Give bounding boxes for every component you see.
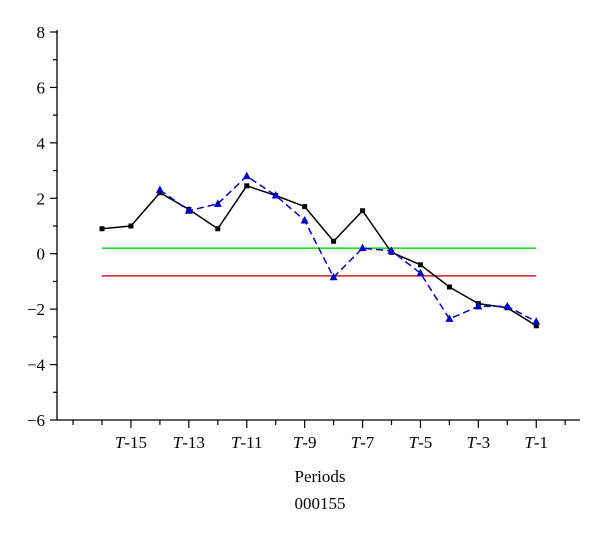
x-axis-title: Periods	[295, 467, 346, 486]
series-1-point	[99, 226, 105, 232]
x-tick-label: T-9	[293, 433, 317, 452]
series-2-line	[159, 175, 537, 323]
chart-subtitle: 000155	[295, 494, 346, 513]
series-2-point	[242, 171, 251, 180]
y-tick-label: 6	[37, 78, 46, 97]
series-2-point	[387, 246, 396, 254]
y-tick-label: 2	[37, 189, 46, 208]
series-2-point	[155, 185, 164, 193]
series-1-point	[128, 223, 134, 229]
y-tick-label: −4	[27, 356, 46, 375]
x-tick-label: T-11	[231, 433, 263, 452]
y-tick-label: 8	[37, 23, 46, 42]
series-1-point	[360, 208, 366, 214]
x-tick-label: T-13	[173, 433, 205, 452]
y-tick-label: −6	[27, 411, 45, 430]
x-tick-label: T-1	[524, 433, 548, 452]
series-1-point	[533, 323, 539, 329]
series-2-point	[271, 191, 280, 199]
series-2-point	[416, 268, 425, 277]
x-tick-label: T-7	[351, 433, 375, 452]
series-1-point	[302, 204, 308, 210]
series-2-point	[503, 301, 512, 310]
y-tick-label: 4	[37, 134, 46, 153]
y-tick-label: 0	[37, 245, 46, 264]
x-tick-label: T-3	[467, 433, 491, 452]
series-2-point	[532, 317, 541, 325]
series-2-point	[445, 314, 454, 322]
series-2-point	[329, 272, 338, 281]
series-1-point	[417, 262, 423, 268]
axes: 8 6 4 2 0 −2 −4 −6 T-15 T-13 T-11 T-9 T-7 T-5 T-3 T-1	[27, 23, 580, 452]
series-2-point	[300, 215, 309, 224]
series-1-point	[215, 226, 221, 232]
x-tick-label: T-15	[115, 433, 147, 452]
series-1-point	[244, 183, 250, 189]
series-2-point	[184, 206, 193, 214]
x-tick-label: T-5	[409, 433, 433, 452]
y-tick-label: −2	[27, 300, 45, 319]
series-1-line	[101, 184, 537, 327]
series-2-point	[213, 199, 222, 207]
plot-area	[99, 171, 541, 329]
series-2-point	[474, 301, 483, 310]
series-1-point	[331, 238, 337, 244]
series-2-point	[358, 243, 367, 252]
series-1-point	[446, 284, 452, 290]
